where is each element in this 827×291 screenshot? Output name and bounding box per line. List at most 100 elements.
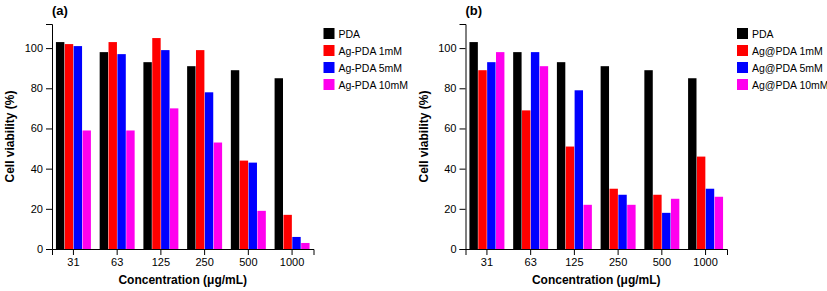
legend-item: Ag-PDA 10mM <box>324 79 408 91</box>
bar <box>56 42 64 249</box>
x-tick-mark <box>661 249 662 255</box>
legend-swatch <box>324 45 335 56</box>
bar-series <box>83 108 310 249</box>
y-tick-label: 40 <box>444 163 456 175</box>
x-tick-label: 125 <box>152 256 170 268</box>
legend-label: PDA <box>752 28 774 40</box>
y-tick-mark <box>460 88 466 89</box>
bars <box>469 42 723 249</box>
bar <box>240 161 248 249</box>
legend-item: Ag@PDA 10mM <box>737 79 827 91</box>
x-tick: 500 <box>239 249 257 268</box>
bar <box>496 52 504 249</box>
x-tick: 31 <box>67 249 79 268</box>
bar <box>531 52 539 249</box>
bar <box>469 42 477 249</box>
legend-item: Ag@PDA 1mM <box>737 45 823 57</box>
x-tick-label: 31 <box>481 256 493 268</box>
chart-svg: 02040608010031631252505001000Concentrati… <box>0 0 827 291</box>
legend-swatch <box>324 79 335 90</box>
bar <box>557 62 565 249</box>
x-tick-mark <box>204 249 205 255</box>
x-tick-mark <box>618 249 619 255</box>
bar <box>566 147 574 249</box>
y-axis-title: Cell viability (%) <box>3 90 17 182</box>
bar <box>706 189 714 249</box>
legend-label: Ag@PDA 5mM <box>752 62 823 74</box>
bar <box>583 205 591 249</box>
y-tick-label: 80 <box>444 82 456 94</box>
legend-item: Ag-PDA 5mM <box>324 62 403 74</box>
bar <box>601 66 609 249</box>
bar <box>671 199 679 249</box>
axis-domain <box>460 25 467 250</box>
axis-domain <box>466 250 728 256</box>
x-tick-label: 63 <box>111 256 123 268</box>
bar <box>662 213 670 249</box>
x-tick: 250 <box>609 249 627 268</box>
x-tick-label: 1000 <box>280 256 304 268</box>
x-tick: 63 <box>525 249 537 268</box>
bar <box>187 66 195 249</box>
legend: PDAAg-PDA 1mMAg-PDA 5mMAg-PDA 10mM <box>324 28 408 91</box>
legend-item: PDA <box>324 28 361 40</box>
y-tick: 0 <box>450 243 465 255</box>
legend-label: Ag-PDA 10mM <box>339 79 408 91</box>
x-tick-mark <box>486 249 487 255</box>
y-tick-label: 60 <box>31 122 43 134</box>
y-tick-mark <box>460 48 466 49</box>
bar <box>487 62 495 249</box>
bar <box>697 157 705 249</box>
y-tick-label: 80 <box>31 82 43 94</box>
y-tick-label: 100 <box>25 42 43 54</box>
chart-title: (a) <box>52 3 68 18</box>
bar <box>231 70 239 249</box>
x-tick: 31 <box>481 249 493 268</box>
x-tick-label: 1000 <box>693 256 717 268</box>
y-tick-mark <box>46 169 52 170</box>
panel: 02040608010031631252505001000Concentrati… <box>3 3 408 287</box>
y-tick-mark <box>460 209 466 210</box>
bar <box>257 211 265 249</box>
y-axis-title: Cell viability (%) <box>417 90 431 182</box>
x-tick-label: 250 <box>609 256 627 268</box>
legend-swatch <box>324 28 335 39</box>
bar <box>292 237 300 249</box>
x-tick-label: 31 <box>67 256 79 268</box>
bar <box>152 38 160 249</box>
x-tick-label: 500 <box>653 256 671 268</box>
bar <box>688 78 696 249</box>
x-axis-title: Concentration (μg/mL) <box>118 273 247 287</box>
x-axis: 31 63 125 250 500 1000 <box>466 249 728 268</box>
y-tick: 40 <box>31 163 52 175</box>
bar <box>161 50 169 249</box>
x-tick-mark <box>530 249 531 255</box>
y-tick-label: 0 <box>450 243 456 255</box>
x-axis-title: Concentration (μg/mL) <box>532 273 661 287</box>
y-tick: 40 <box>444 163 465 175</box>
x-tick-mark <box>292 249 293 255</box>
x-tick: 500 <box>653 249 671 268</box>
axis-domain <box>53 250 315 256</box>
legend-swatch <box>324 62 335 73</box>
y-tick-label: 60 <box>444 122 456 134</box>
bar <box>65 44 73 249</box>
y-tick: 60 <box>444 122 465 134</box>
bar <box>283 215 291 249</box>
x-tick: 125 <box>152 249 170 268</box>
x-axis: 31 63 125 250 500 1000 <box>53 249 315 268</box>
legend: PDA Ag@PDA 1mM Ag@PDA 5mM Ag@PDA 10mM <box>737 28 827 91</box>
bar <box>609 189 617 249</box>
bar <box>540 66 548 249</box>
y-tick: 0 <box>37 243 52 255</box>
bar <box>83 130 91 249</box>
x-tick-mark <box>248 249 249 255</box>
x-tick-label: 250 <box>195 256 213 268</box>
bar <box>196 50 204 249</box>
bar-series <box>487 52 714 249</box>
bar <box>618 195 626 249</box>
x-tick: 125 <box>565 249 583 268</box>
legend-swatch <box>737 62 748 73</box>
bar <box>522 110 530 249</box>
y-tick-mark <box>46 249 52 250</box>
